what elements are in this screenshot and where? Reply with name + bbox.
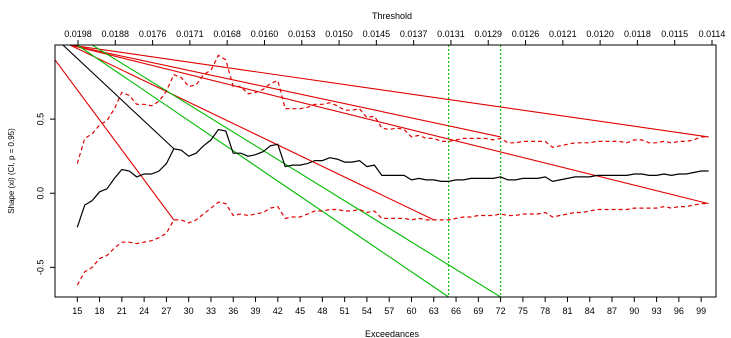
top-tick-label: 0.0188 bbox=[102, 29, 130, 39]
top-tick-label: 0.0115 bbox=[661, 29, 688, 39]
overlay-line-8 bbox=[91, 45, 501, 297]
x-tick-label: 60 bbox=[406, 306, 416, 316]
x-tick-label: 15 bbox=[72, 306, 82, 316]
top-tick-label: 0.0120 bbox=[586, 29, 614, 39]
series-layer bbox=[55, 45, 709, 297]
x-axis-label: Exceedances bbox=[365, 329, 420, 338]
top-tick-label: 0.0137 bbox=[400, 29, 428, 39]
top-tick-label: 0.0150 bbox=[325, 29, 353, 39]
x-tick-label: 90 bbox=[629, 306, 639, 316]
x-tick-label: 54 bbox=[362, 306, 372, 316]
top-tick-label: 0.0153 bbox=[288, 29, 316, 39]
x-tick-label: 72 bbox=[496, 306, 506, 316]
top-tick-label: 0.0198 bbox=[64, 29, 92, 39]
overlay-line-2 bbox=[55, 59, 175, 221]
series-line-upper-CI bbox=[76, 54, 709, 164]
plot-frame bbox=[54, 44, 717, 298]
x-tick-label: 75 bbox=[518, 306, 528, 316]
x-tick-label: 33 bbox=[206, 306, 216, 316]
x-tick-label: 93 bbox=[652, 306, 662, 316]
series-line-lower-CI bbox=[76, 201, 709, 286]
overlay-line-6 bbox=[69, 45, 501, 138]
top-tick-label: 0.0145 bbox=[363, 29, 391, 39]
x-tick-label: 45 bbox=[295, 306, 305, 316]
top-tick-label: 0.0126 bbox=[512, 29, 540, 39]
x-tick-label: 57 bbox=[384, 306, 394, 316]
overlay-line-5 bbox=[69, 45, 435, 221]
x-tick-label: 87 bbox=[607, 306, 617, 316]
overlay-line-4 bbox=[69, 45, 709, 205]
top-axis-label: Threshold bbox=[372, 11, 412, 21]
top-tick-label: 0.0160 bbox=[251, 29, 279, 39]
top-tick-label: 0.0168 bbox=[213, 29, 241, 39]
x-tick-label: 27 bbox=[161, 306, 171, 316]
y-axis-label: Shape (xi) (CI, p = 0.95) bbox=[7, 128, 16, 214]
y-tick-label: 0.5 bbox=[35, 113, 45, 126]
series-line-estimate bbox=[76, 128, 709, 228]
top-tick-label: 0.0176 bbox=[139, 29, 167, 39]
y-tick-label: -0.5 bbox=[35, 260, 45, 276]
top-tick-label: 0.0121 bbox=[549, 29, 577, 39]
x-tick-label: 30 bbox=[184, 306, 194, 316]
x-tick-label: 63 bbox=[429, 306, 439, 316]
x-tick-label: 78 bbox=[540, 306, 550, 316]
x-tick-label: 39 bbox=[251, 306, 261, 316]
x-tick-label: 18 bbox=[95, 306, 105, 316]
x-tick-label: 66 bbox=[451, 306, 461, 316]
top-tick-label: 0.0114 bbox=[699, 29, 726, 39]
top-tick-label: 0.0131 bbox=[437, 29, 465, 39]
x-tick-label: 42 bbox=[273, 306, 283, 316]
overlay-line-3 bbox=[69, 45, 709, 138]
x-tick-label: 51 bbox=[340, 306, 350, 316]
x-tick-label: 96 bbox=[674, 306, 684, 316]
overlay-line-1 bbox=[62, 45, 175, 150]
x-tick-label: 99 bbox=[696, 306, 706, 316]
axes-layer: 15 18 21 24 27 30 33 36 39 42 45 48 51 54 57 60 63 66 69 72… bbox=[35, 29, 725, 316]
x-tick-label: 36 bbox=[228, 306, 238, 316]
top-tick-label: 0.0129 bbox=[474, 29, 502, 39]
x-tick-label: 69 bbox=[473, 306, 483, 316]
x-tick-label: 84 bbox=[585, 306, 595, 316]
top-tick-label: 0.0171 bbox=[176, 29, 204, 39]
y-tick-label: 0.0 bbox=[35, 187, 45, 200]
x-tick-label: 24 bbox=[139, 306, 149, 316]
overlay-line-7 bbox=[76, 45, 449, 297]
top-tick-label: 0.0118 bbox=[624, 29, 651, 39]
x-tick-label: 21 bbox=[117, 306, 127, 316]
x-tick-label: 81 bbox=[562, 306, 572, 316]
x-tick-label: 48 bbox=[317, 306, 327, 316]
